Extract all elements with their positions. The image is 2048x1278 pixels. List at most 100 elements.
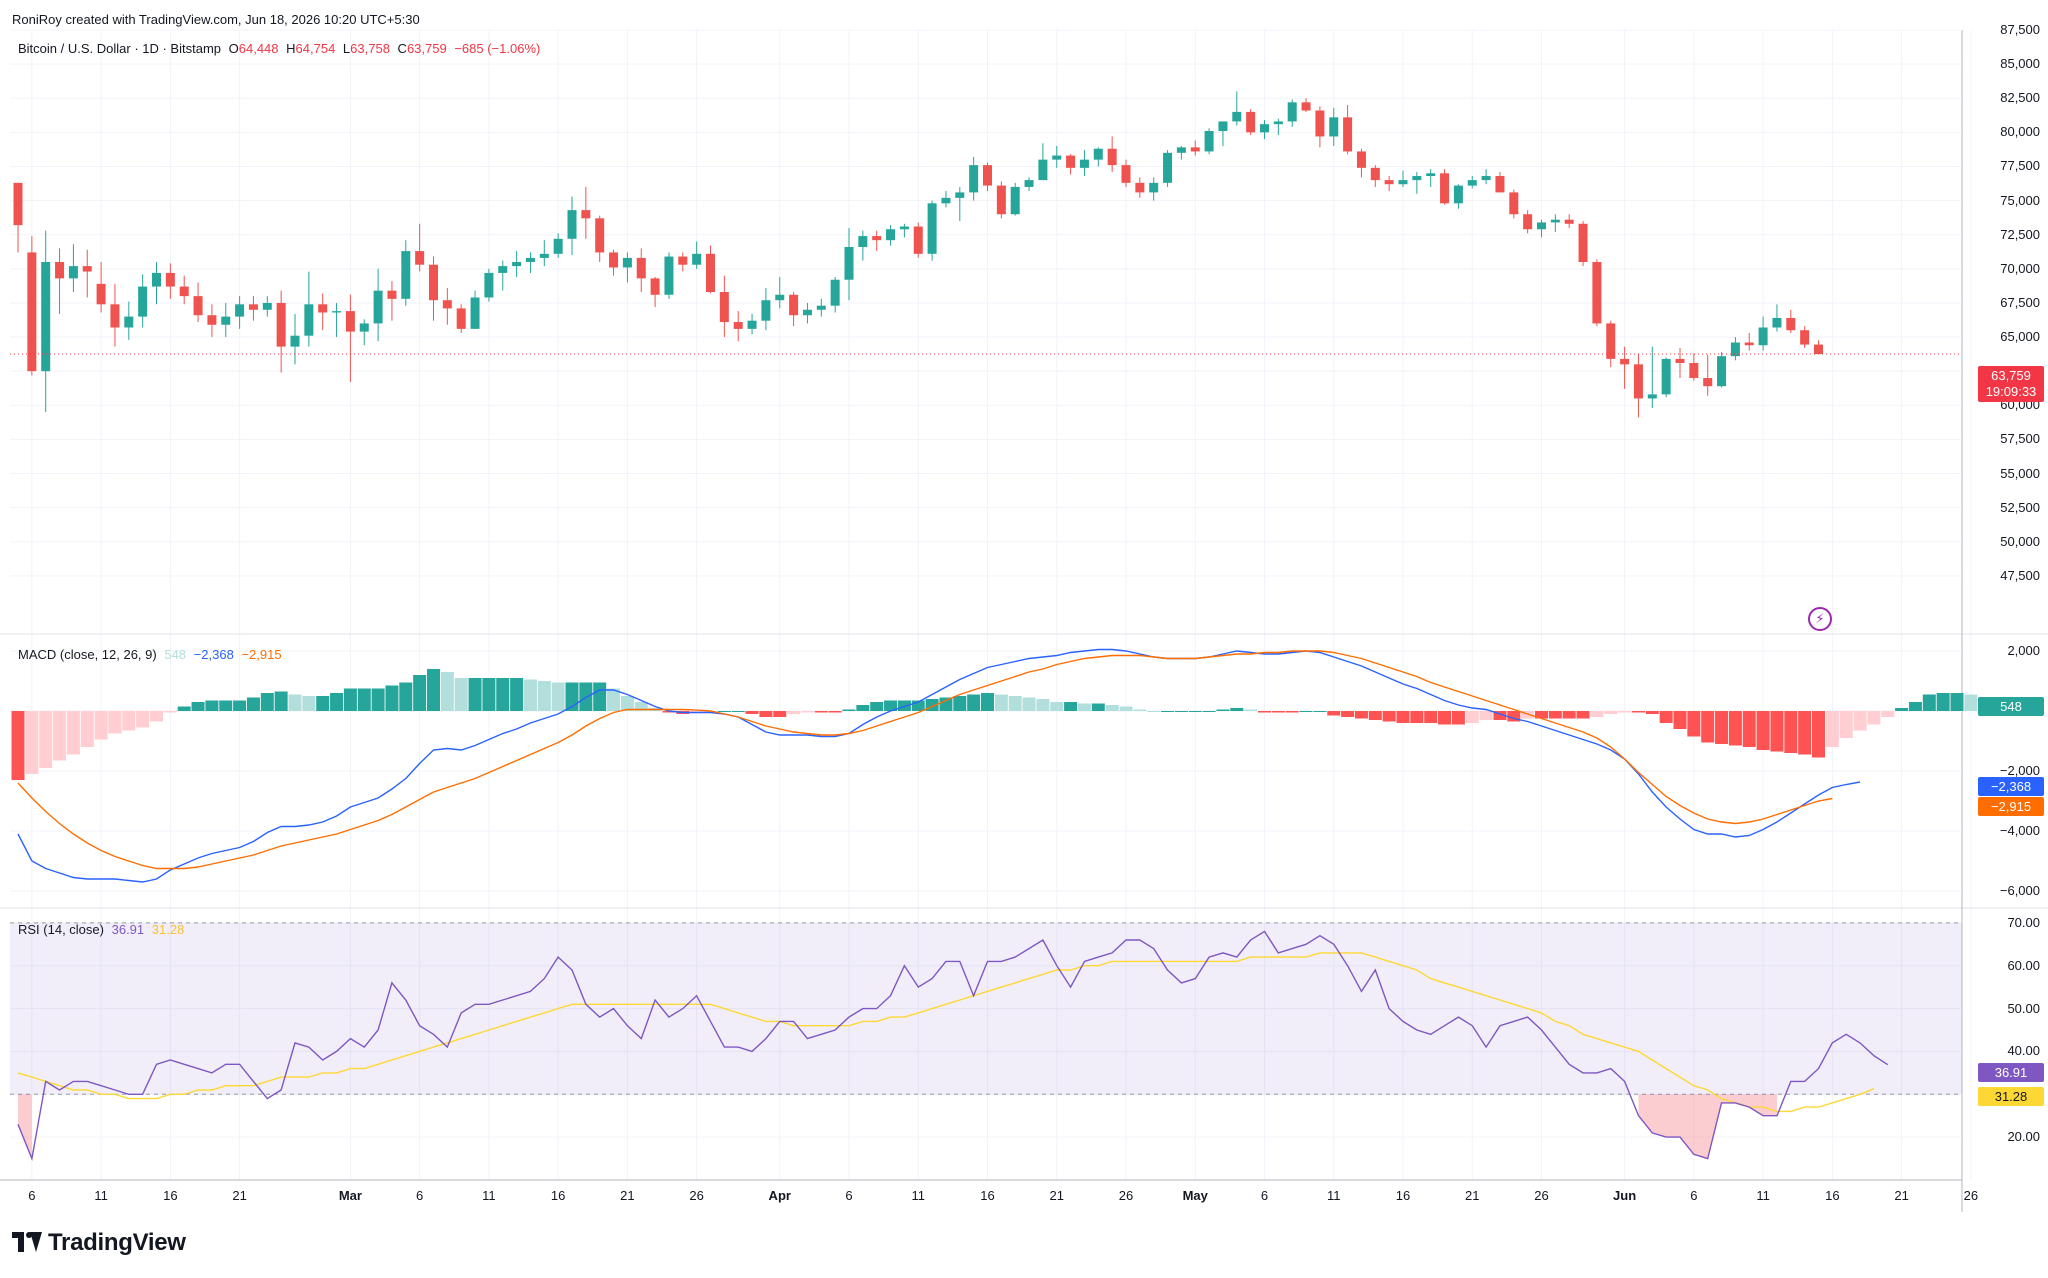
candle-body[interactable] — [802, 309, 812, 316]
candle-body[interactable] — [1246, 111, 1256, 133]
candle-body[interactable] — [1010, 186, 1020, 215]
candle-body[interactable] — [761, 300, 771, 321]
candle-body[interactable] — [899, 226, 909, 230]
candle-body[interactable] — [553, 238, 563, 254]
candle-body[interactable] — [1689, 362, 1699, 378]
candle-body[interactable] — [1744, 342, 1754, 346]
candle-body[interactable] — [747, 320, 757, 329]
candle-body[interactable] — [636, 257, 646, 279]
candle-body[interactable] — [1814, 344, 1823, 354]
candle-body[interactable] — [373, 290, 383, 324]
candle-body[interactable] — [1647, 394, 1657, 399]
candle-body[interactable] — [1038, 159, 1048, 181]
candle-body[interactable] — [1052, 155, 1062, 160]
candle-body[interactable] — [1440, 173, 1450, 204]
candle-body[interactable] — [41, 262, 51, 372]
candle-body[interactable] — [1176, 147, 1186, 153]
candle-body[interactable] — [456, 308, 466, 329]
candle-body[interactable] — [1592, 262, 1602, 324]
candle-body[interactable] — [498, 266, 508, 273]
candle-body[interactable] — [1717, 356, 1727, 387]
candle-body[interactable] — [55, 262, 65, 279]
candle-body[interactable] — [692, 253, 702, 265]
candle-body[interactable] — [221, 316, 231, 325]
candle-body[interactable] — [719, 292, 729, 323]
candle-body[interactable] — [124, 316, 134, 328]
candle-body[interactable] — [1370, 167, 1380, 181]
candle-body[interactable] — [1163, 152, 1173, 183]
candle-body[interactable] — [1578, 223, 1588, 262]
candle-body[interactable] — [830, 279, 840, 306]
candle-body[interactable] — [1453, 185, 1463, 204]
candle-body[interactable] — [941, 197, 951, 204]
candle-body[interactable] — [401, 251, 411, 299]
candle-body[interactable] — [318, 304, 328, 313]
candle-body[interactable] — [429, 264, 438, 301]
macd-legend[interactable]: MACD (close, 12, 26, 9) 548 −2,368 −2,91… — [18, 647, 282, 662]
candle-body[interactable] — [858, 236, 868, 247]
candle-body[interactable] — [1149, 182, 1159, 193]
candle-body[interactable] — [664, 256, 674, 295]
candle-body[interactable] — [345, 311, 355, 332]
candle-body[interactable] — [1301, 102, 1311, 111]
candle-body[interactable] — [1287, 102, 1297, 122]
candle-body[interactable] — [1800, 330, 1810, 345]
candle-body[interactable] — [1066, 155, 1076, 168]
candle-body[interactable] — [1509, 192, 1519, 215]
candle-body[interactable] — [622, 257, 632, 268]
candle-body[interactable] — [1758, 327, 1768, 346]
candle-body[interactable] — [789, 294, 799, 316]
candle-body[interactable] — [207, 315, 217, 325]
candle-body[interactable] — [1107, 148, 1117, 166]
candle-body[interactable] — [235, 304, 245, 317]
candle-body[interactable] — [609, 252, 619, 268]
candle-body[interactable] — [1730, 342, 1740, 357]
candle-body[interactable] — [138, 286, 148, 317]
candle-body[interactable] — [484, 272, 494, 298]
candle-body[interactable] — [650, 278, 660, 295]
candle-body[interactable] — [1398, 180, 1408, 185]
candle-body[interactable] — [13, 182, 23, 226]
candle-body[interactable] — [290, 335, 300, 347]
candle-body[interactable] — [1523, 214, 1533, 230]
candle-body[interactable] — [525, 257, 535, 262]
candle-body[interactable] — [1135, 182, 1145, 193]
candle-body[interactable] — [969, 165, 979, 193]
candle-body[interactable] — [82, 266, 92, 272]
candle-body[interactable] — [1079, 159, 1089, 168]
candle-body[interactable] — [415, 251, 425, 265]
candle-body[interactable] — [332, 311, 342, 313]
candle-body[interactable] — [1550, 219, 1560, 223]
candle-body[interactable] — [1606, 323, 1616, 359]
candle-body[interactable] — [1260, 124, 1269, 133]
candle-body[interactable] — [1620, 358, 1630, 365]
lightning-icon[interactable]: ⚡ — [1808, 607, 1832, 631]
candle-body[interactable] — [276, 302, 286, 347]
candle-body[interactable] — [1204, 130, 1214, 152]
candle-body[interactable] — [886, 229, 896, 241]
candle-body[interactable] — [1315, 110, 1325, 137]
candle-body[interactable] — [96, 283, 106, 305]
candle-body[interactable] — [595, 218, 605, 253]
candle-body[interactable] — [1024, 180, 1034, 187]
candle-body[interactable] — [248, 304, 258, 310]
candle-body[interactable] — [1675, 358, 1685, 363]
candle-body[interactable] — [68, 266, 78, 279]
candle-body[interactable] — [539, 253, 549, 258]
candle-body[interactable] — [567, 210, 577, 239]
candle-body[interactable] — [983, 165, 992, 186]
candle-body[interactable] — [927, 203, 937, 254]
candle-body[interactable] — [27, 252, 37, 372]
candle-body[interactable] — [678, 256, 688, 265]
price-legend[interactable]: Bitcoin / U.S. Dollar · 1D · Bitstamp O6… — [18, 41, 540, 56]
candle-body[interactable] — [442, 300, 452, 309]
candle-body[interactable] — [1467, 180, 1477, 186]
candle-body[interactable] — [996, 185, 1006, 215]
candle-body[interactable] — [1426, 173, 1436, 177]
candle-body[interactable] — [387, 290, 397, 299]
candle-body[interactable] — [1633, 364, 1643, 399]
tradingview-logo[interactable]: TradingView — [12, 1229, 186, 1257]
candle-body[interactable] — [1343, 117, 1353, 152]
candle-body[interactable] — [152, 272, 161, 287]
